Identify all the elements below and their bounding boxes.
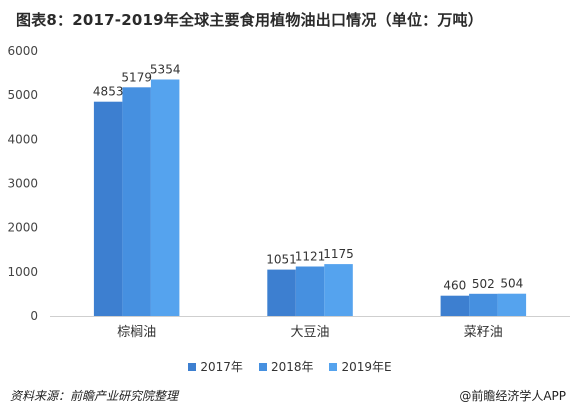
x-tick-label: 大豆油 [290,325,329,340]
legend-swatch [258,362,267,371]
y-tick-label: 1000 [7,265,38,279]
bar [295,266,325,316]
legend-swatch [188,362,197,371]
chart-title: 图表8：2017-2019年全球主要食用植物油出口情况（单位：万吨） [16,11,483,29]
bar [440,295,470,316]
bar [324,264,353,316]
data-label: 504 [500,277,523,291]
data-label: 1175 [323,247,354,261]
legend-item: 2018年 [258,358,314,375]
legend-label: 2018年 [270,360,314,374]
data-label: 502 [472,277,495,291]
legend-item: 2017年 [188,358,243,375]
data-label: 5179 [121,70,152,84]
y-axis: 0 1000 2000 3000 4000 5000 6000 [7,44,38,323]
bar [150,79,180,316]
legend-swatch [329,362,338,371]
brand-credit: @前瞻经济学人APP [459,387,566,404]
bar [469,293,498,316]
data-label: 1121 [295,250,326,264]
source-note: 资料来源：前瞻产业研究院整理 [10,389,179,403]
y-tick-label: 2000 [7,221,38,235]
legend-label: 2017年 [200,360,243,374]
brand-text: @前瞻经济学人APP [459,389,566,403]
legend-item: 2019年E [329,358,392,375]
y-tick-label: 0 [30,309,38,323]
x-axis: 棕榈油 大豆油 菜籽油 [117,325,503,340]
legend-label: 2019年E [341,360,392,374]
bar [497,293,527,316]
x-tick-label: 棕榈油 [117,325,156,340]
bar [267,269,296,316]
y-tick-label: 4000 [7,132,38,146]
y-tick-label: 5000 [7,88,38,102]
y-tick-label: 6000 [7,44,38,58]
data-label: 4853 [93,85,124,99]
bar [122,87,151,316]
data-label: 1051 [266,253,297,267]
bar [93,101,123,316]
y-tick-label: 3000 [7,177,38,191]
legend: 2017年 2018年 2019年E [0,358,580,375]
data-label: 460 [443,279,466,293]
data-label: 5354 [150,63,181,77]
x-tick-label: 菜籽油 [464,325,503,340]
